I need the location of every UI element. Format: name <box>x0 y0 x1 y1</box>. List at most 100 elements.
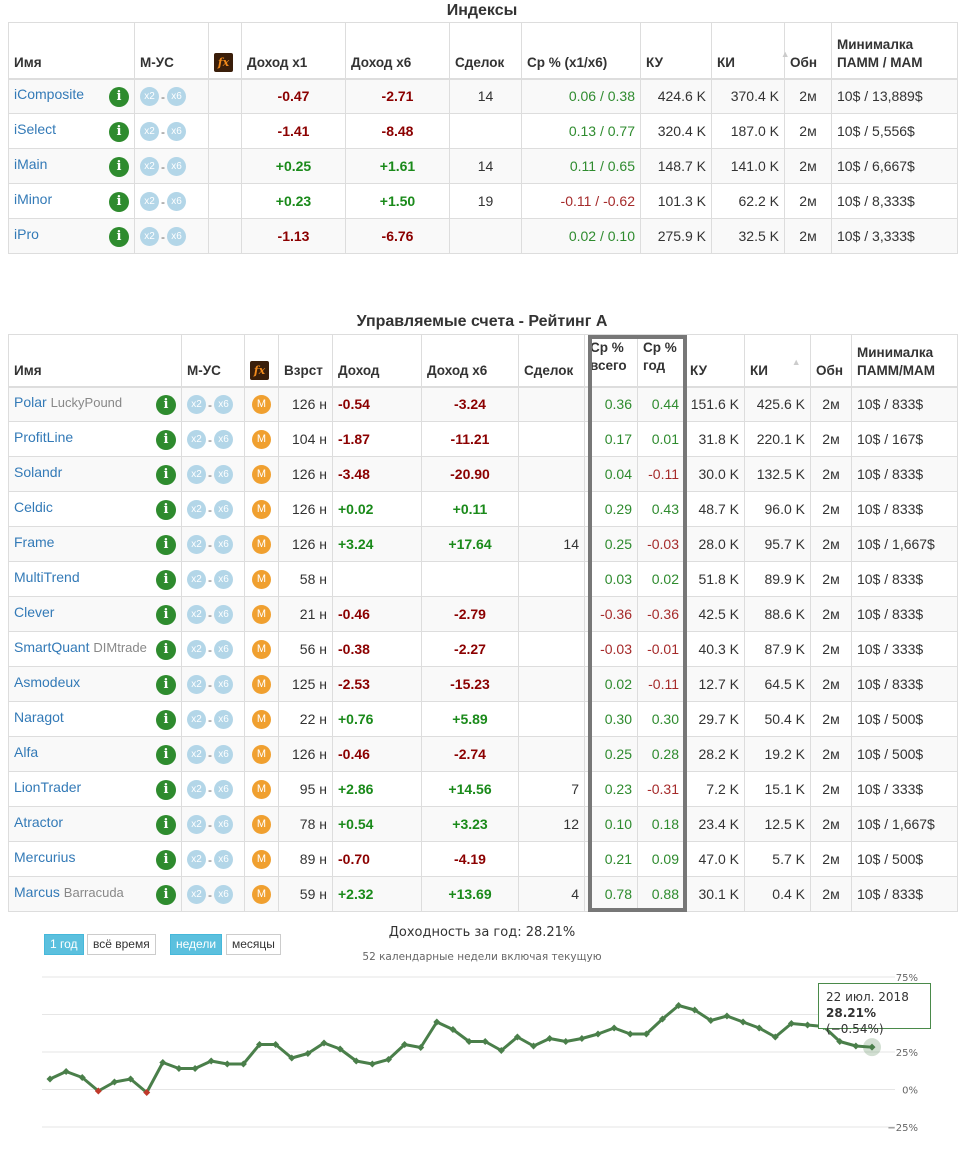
account-link[interactable]: Frame <box>14 533 55 550</box>
col-deals[interactable]: Сделок <box>518 334 585 388</box>
account-link[interactable]: iSelect <box>14 120 57 137</box>
account-link[interactable]: Naragot <box>14 708 64 725</box>
col-income-x6[interactable]: Доход x6 <box>345 22 450 80</box>
x6-badge-icon[interactable]: x6 <box>167 122 186 141</box>
account-link[interactable]: ProfitLine <box>14 428 74 445</box>
x2-badge-icon[interactable]: x2 <box>140 122 159 141</box>
x6-badge-icon[interactable]: x6 <box>167 87 186 107</box>
x2-badge-icon[interactable]: x2 <box>187 640 206 659</box>
x2-badge-icon[interactable]: x2 <box>140 192 159 211</box>
col-min[interactable]: Минималка ПАММ / МАМ <box>831 22 958 80</box>
x2-badge-icon[interactable]: x2 <box>140 87 159 107</box>
col-avg-all[interactable]: Ср % всего <box>584 334 638 388</box>
info-icon[interactable]: i <box>156 779 176 800</box>
sort-up-icon[interactable]: ▲ <box>780 48 790 59</box>
x2-badge-icon[interactable]: x2 <box>187 745 206 764</box>
account-link[interactable]: MultiTrend <box>14 568 80 585</box>
mam-m-icon[interactable]: M <box>252 675 271 694</box>
col-avg-year[interactable]: Ср % год <box>637 334 685 388</box>
mam-m-icon[interactable]: M <box>252 500 271 519</box>
info-icon[interactable]: i <box>156 639 176 660</box>
info-icon[interactable]: i <box>156 884 176 905</box>
account-link[interactable]: SmartQuant <box>14 638 90 655</box>
step-weeks-button[interactable]: недели <box>170 934 223 955</box>
info-icon[interactable]: i <box>109 156 129 177</box>
mam-m-icon[interactable]: M <box>252 535 271 554</box>
account-link[interactable]: iMinor <box>14 190 53 207</box>
x6-badge-icon[interactable]: x6 <box>214 745 233 764</box>
account-link[interactable]: Marcus <box>14 883 60 900</box>
col-income-x1[interactable]: Доход x1 <box>241 22 346 80</box>
col-ki[interactable]: КИ ▲ <box>711 22 790 80</box>
info-icon[interactable]: i <box>156 744 176 765</box>
x6-badge-icon[interactable]: x6 <box>214 535 233 554</box>
account-link[interactable]: Clever <box>14 603 55 620</box>
x2-badge-icon[interactable]: x2 <box>187 815 206 834</box>
x6-badge-icon[interactable]: x6 <box>214 570 233 589</box>
col-mus[interactable]: М-УС <box>134 22 209 80</box>
col-obn[interactable]: Обн <box>784 22 832 80</box>
mam-m-icon[interactable]: M <box>252 465 271 484</box>
info-icon[interactable]: i <box>109 86 129 107</box>
mam-m-icon[interactable]: M <box>252 850 271 869</box>
period-alltime-button[interactable]: всё время <box>87 934 156 955</box>
mam-m-icon[interactable]: M <box>252 710 271 729</box>
x6-badge-icon[interactable]: x6 <box>214 430 233 449</box>
info-icon[interactable]: i <box>156 464 176 485</box>
sort-up-icon[interactable]: ▲ <box>791 356 801 367</box>
col-ki[interactable]: КИ ▲ <box>744 334 811 388</box>
account-link[interactable]: iPro <box>14 225 39 242</box>
x6-badge-icon[interactable]: x6 <box>167 192 186 211</box>
x6-badge-icon[interactable]: x6 <box>167 227 186 246</box>
x6-badge-icon[interactable]: x6 <box>214 710 233 729</box>
col-mus[interactable]: М-УС <box>181 334 245 388</box>
col-avg[interactable]: Ср % (x1/x6) <box>521 22 641 80</box>
mam-m-icon[interactable]: M <box>252 570 271 589</box>
mam-m-icon[interactable]: M <box>252 395 271 415</box>
info-icon[interactable]: i <box>109 121 129 142</box>
info-icon[interactable]: i <box>156 849 176 870</box>
col-age[interactable]: Взрст <box>278 334 333 388</box>
account-link[interactable]: iMain <box>14 155 48 172</box>
x6-badge-icon[interactable]: x6 <box>214 465 233 484</box>
col-min[interactable]: Минималка ПАММ/МАМ <box>851 334 958 388</box>
info-icon[interactable]: i <box>109 191 129 212</box>
account-link[interactable]: Asmodeux <box>14 673 81 690</box>
step-months-button[interactable]: месяцы <box>226 934 281 955</box>
x6-badge-icon[interactable]: x6 <box>214 850 233 869</box>
info-icon[interactable]: i <box>156 709 176 730</box>
info-icon[interactable]: i <box>156 674 176 695</box>
x6-badge-icon[interactable]: x6 <box>214 780 233 799</box>
account-link[interactable]: Atractor <box>14 813 64 830</box>
account-link[interactable]: LionTrader <box>14 778 82 795</box>
mam-m-icon[interactable]: M <box>252 745 271 764</box>
col-ku[interactable]: КУ <box>684 334 745 388</box>
x2-badge-icon[interactable]: x2 <box>187 710 206 729</box>
x2-badge-icon[interactable]: x2 <box>187 500 206 519</box>
account-link[interactable]: iComposite <box>14 85 85 102</box>
x2-badge-icon[interactable]: x2 <box>187 675 206 694</box>
x2-badge-icon[interactable]: x2 <box>187 885 206 904</box>
x6-badge-icon[interactable]: x6 <box>214 885 233 904</box>
period-1year-button[interactable]: 1 год <box>44 934 84 955</box>
x2-badge-icon[interactable]: x2 <box>187 850 206 869</box>
x6-badge-icon[interactable]: x6 <box>214 640 233 659</box>
info-icon[interactable]: i <box>156 534 176 555</box>
x2-badge-icon[interactable]: x2 <box>187 535 206 554</box>
account-link[interactable]: Alfa <box>14 743 39 760</box>
mam-m-icon[interactable]: M <box>252 605 271 624</box>
mam-m-icon[interactable]: M <box>252 780 271 799</box>
info-icon[interactable]: i <box>156 499 176 520</box>
info-icon[interactable]: i <box>156 394 176 415</box>
mam-m-icon[interactable]: M <box>252 430 271 449</box>
info-icon[interactable]: i <box>156 429 176 450</box>
account-link[interactable]: Polar <box>14 393 47 410</box>
x2-badge-icon[interactable]: x2 <box>187 780 206 799</box>
col-income[interactable]: Доход <box>332 334 422 388</box>
mam-m-icon[interactable]: M <box>252 640 271 659</box>
mam-m-icon[interactable]: M <box>252 885 271 904</box>
info-icon[interactable]: i <box>156 604 176 625</box>
col-deals[interactable]: Сделок <box>449 22 522 80</box>
col-obn[interactable]: Обн <box>810 334 852 388</box>
x6-badge-icon[interactable]: x6 <box>214 605 233 624</box>
